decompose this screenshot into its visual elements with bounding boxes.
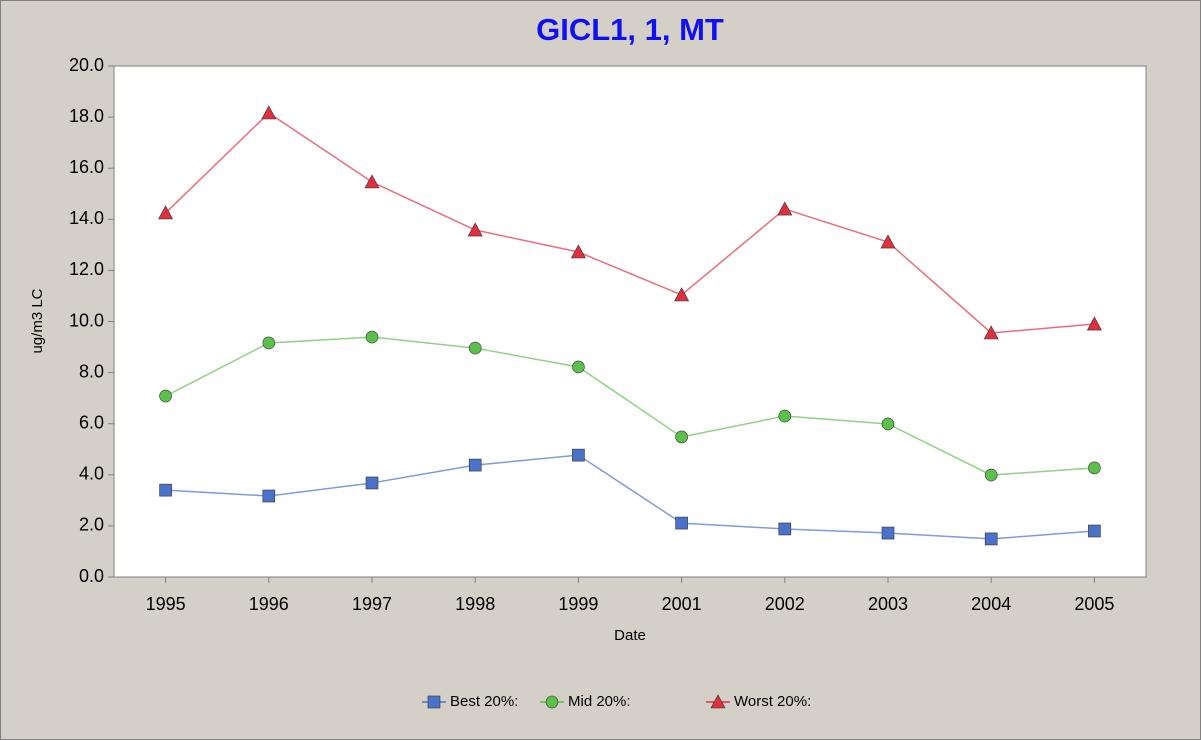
marker [365,330,379,344]
y-tick-label: 18.0 [69,106,104,126]
marker [778,409,792,423]
marker [674,287,690,302]
marker [365,476,379,490]
y-tick-label: 4.0 [79,464,104,484]
chart-title: GICL1, 1, MT [536,12,724,47]
marker [984,468,998,482]
marker [675,430,688,444]
y-tick-label: 0.0 [79,566,104,586]
x-tick-label: 2005 [1074,594,1114,614]
marker [262,489,276,503]
marker [545,695,559,709]
legend-label: Worst 20%: [734,693,811,710]
marker [468,341,482,355]
marker [261,105,277,120]
marker [777,201,793,216]
y-tick-label: 10.0 [69,310,104,330]
marker [572,360,585,374]
marker [1088,524,1101,538]
x-tick-label: 1995 [146,594,186,614]
x-tick-label: 1997 [352,594,392,614]
y-tick-label: 8.0 [79,361,104,381]
marker [984,532,998,546]
legend-label: Best 20%: [450,693,518,710]
marker [1088,461,1101,475]
marker [467,222,483,237]
marker [572,448,585,462]
series-line [165,454,1095,540]
marker [881,526,895,540]
x-tick-label: 2003 [868,594,908,614]
y-tick-label: 12.0 [69,259,104,279]
y-tick-label: 2.0 [79,515,104,535]
y-axis-label: ug/m3 LC [29,288,46,353]
series-line [165,336,1095,476]
marker [427,695,441,709]
legend-label: Mid 20%: [568,693,631,710]
y-tick-label: 16.0 [69,157,104,177]
marker [570,244,586,259]
y-tick-label: 20.0 [69,55,104,75]
marker [675,516,688,530]
marker [710,694,726,709]
plot-area [113,65,1147,578]
marker [468,458,482,472]
y-tick-label: 14.0 [69,208,104,228]
marker [262,336,276,350]
x-tick-label: 2001 [662,594,702,614]
series-line [165,112,1095,334]
x-tick-label: 2004 [971,594,1011,614]
x-tick-label: 1996 [249,594,289,614]
marker [881,417,895,431]
marker [159,483,172,497]
marker [159,389,172,403]
marker [1086,316,1102,331]
marker [158,205,174,220]
x-axis-label: Date [614,627,646,644]
x-tick-label: 1998 [455,594,495,614]
marker [778,522,792,536]
y-tick-label: 6.0 [79,412,104,432]
x-tick-label: 2002 [765,594,805,614]
marker [364,174,380,189]
marker [880,234,896,249]
marker [983,325,999,340]
x-tick-label: 1999 [558,594,598,614]
